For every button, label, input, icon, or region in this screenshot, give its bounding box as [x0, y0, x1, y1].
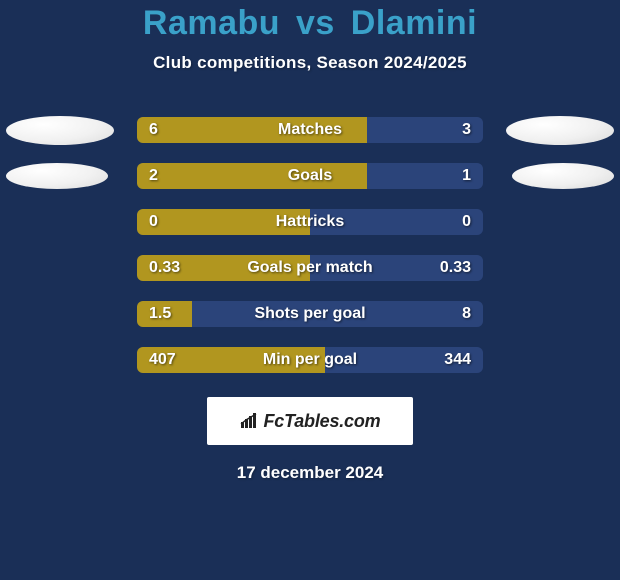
stat-bar-right [325, 347, 483, 373]
title: Ramabu vs Dlamini [0, 4, 620, 43]
stat-bar-track [137, 301, 483, 327]
player2-token [512, 163, 614, 189]
stat-bar-track [137, 117, 483, 143]
title-vs: vs [296, 4, 335, 42]
stat-bar-track [137, 347, 483, 373]
title-player2: Dlamini [351, 4, 477, 42]
subtitle: Club competitions, Season 2024/2025 [0, 53, 620, 73]
brand-box: FcTables.com [207, 397, 413, 445]
title-player1: Ramabu [143, 4, 280, 42]
stat-bar-right [367, 163, 483, 189]
player1-token [6, 163, 108, 189]
stat-bar-left [137, 255, 310, 281]
chart-icon [240, 413, 260, 429]
stat-row: Min per goal407344 [0, 337, 620, 383]
stat-row: Goals21 [0, 153, 620, 199]
player1-token [6, 116, 114, 145]
stat-row: Hattricks00 [0, 199, 620, 245]
stat-bar-left [137, 347, 325, 373]
stat-row: Shots per goal1.58 [0, 291, 620, 337]
stat-bar-track [137, 255, 483, 281]
stat-bar-left [137, 209, 310, 235]
stat-bar-track [137, 163, 483, 189]
date-text: 17 december 2024 [0, 463, 620, 483]
brand-label: FcTables.com [264, 411, 381, 432]
stat-bar-left [137, 117, 367, 143]
stat-rows: Matches63Goals21Hattricks00Goals per mat… [0, 107, 620, 383]
brand-text: FcTables.com [240, 411, 381, 432]
stat-bar-right [310, 209, 483, 235]
stat-bar-left [137, 301, 192, 327]
stats-comparison-card: Ramabu vs Dlamini Club competitions, Sea… [0, 0, 620, 580]
stat-row: Goals per match0.330.33 [0, 245, 620, 291]
stat-bar-track [137, 209, 483, 235]
stat-row: Matches63 [0, 107, 620, 153]
player2-token [506, 116, 614, 145]
stat-bar-right [192, 301, 483, 327]
stat-bar-right [310, 255, 483, 281]
stat-bar-left [137, 163, 367, 189]
stat-bar-right [367, 117, 483, 143]
